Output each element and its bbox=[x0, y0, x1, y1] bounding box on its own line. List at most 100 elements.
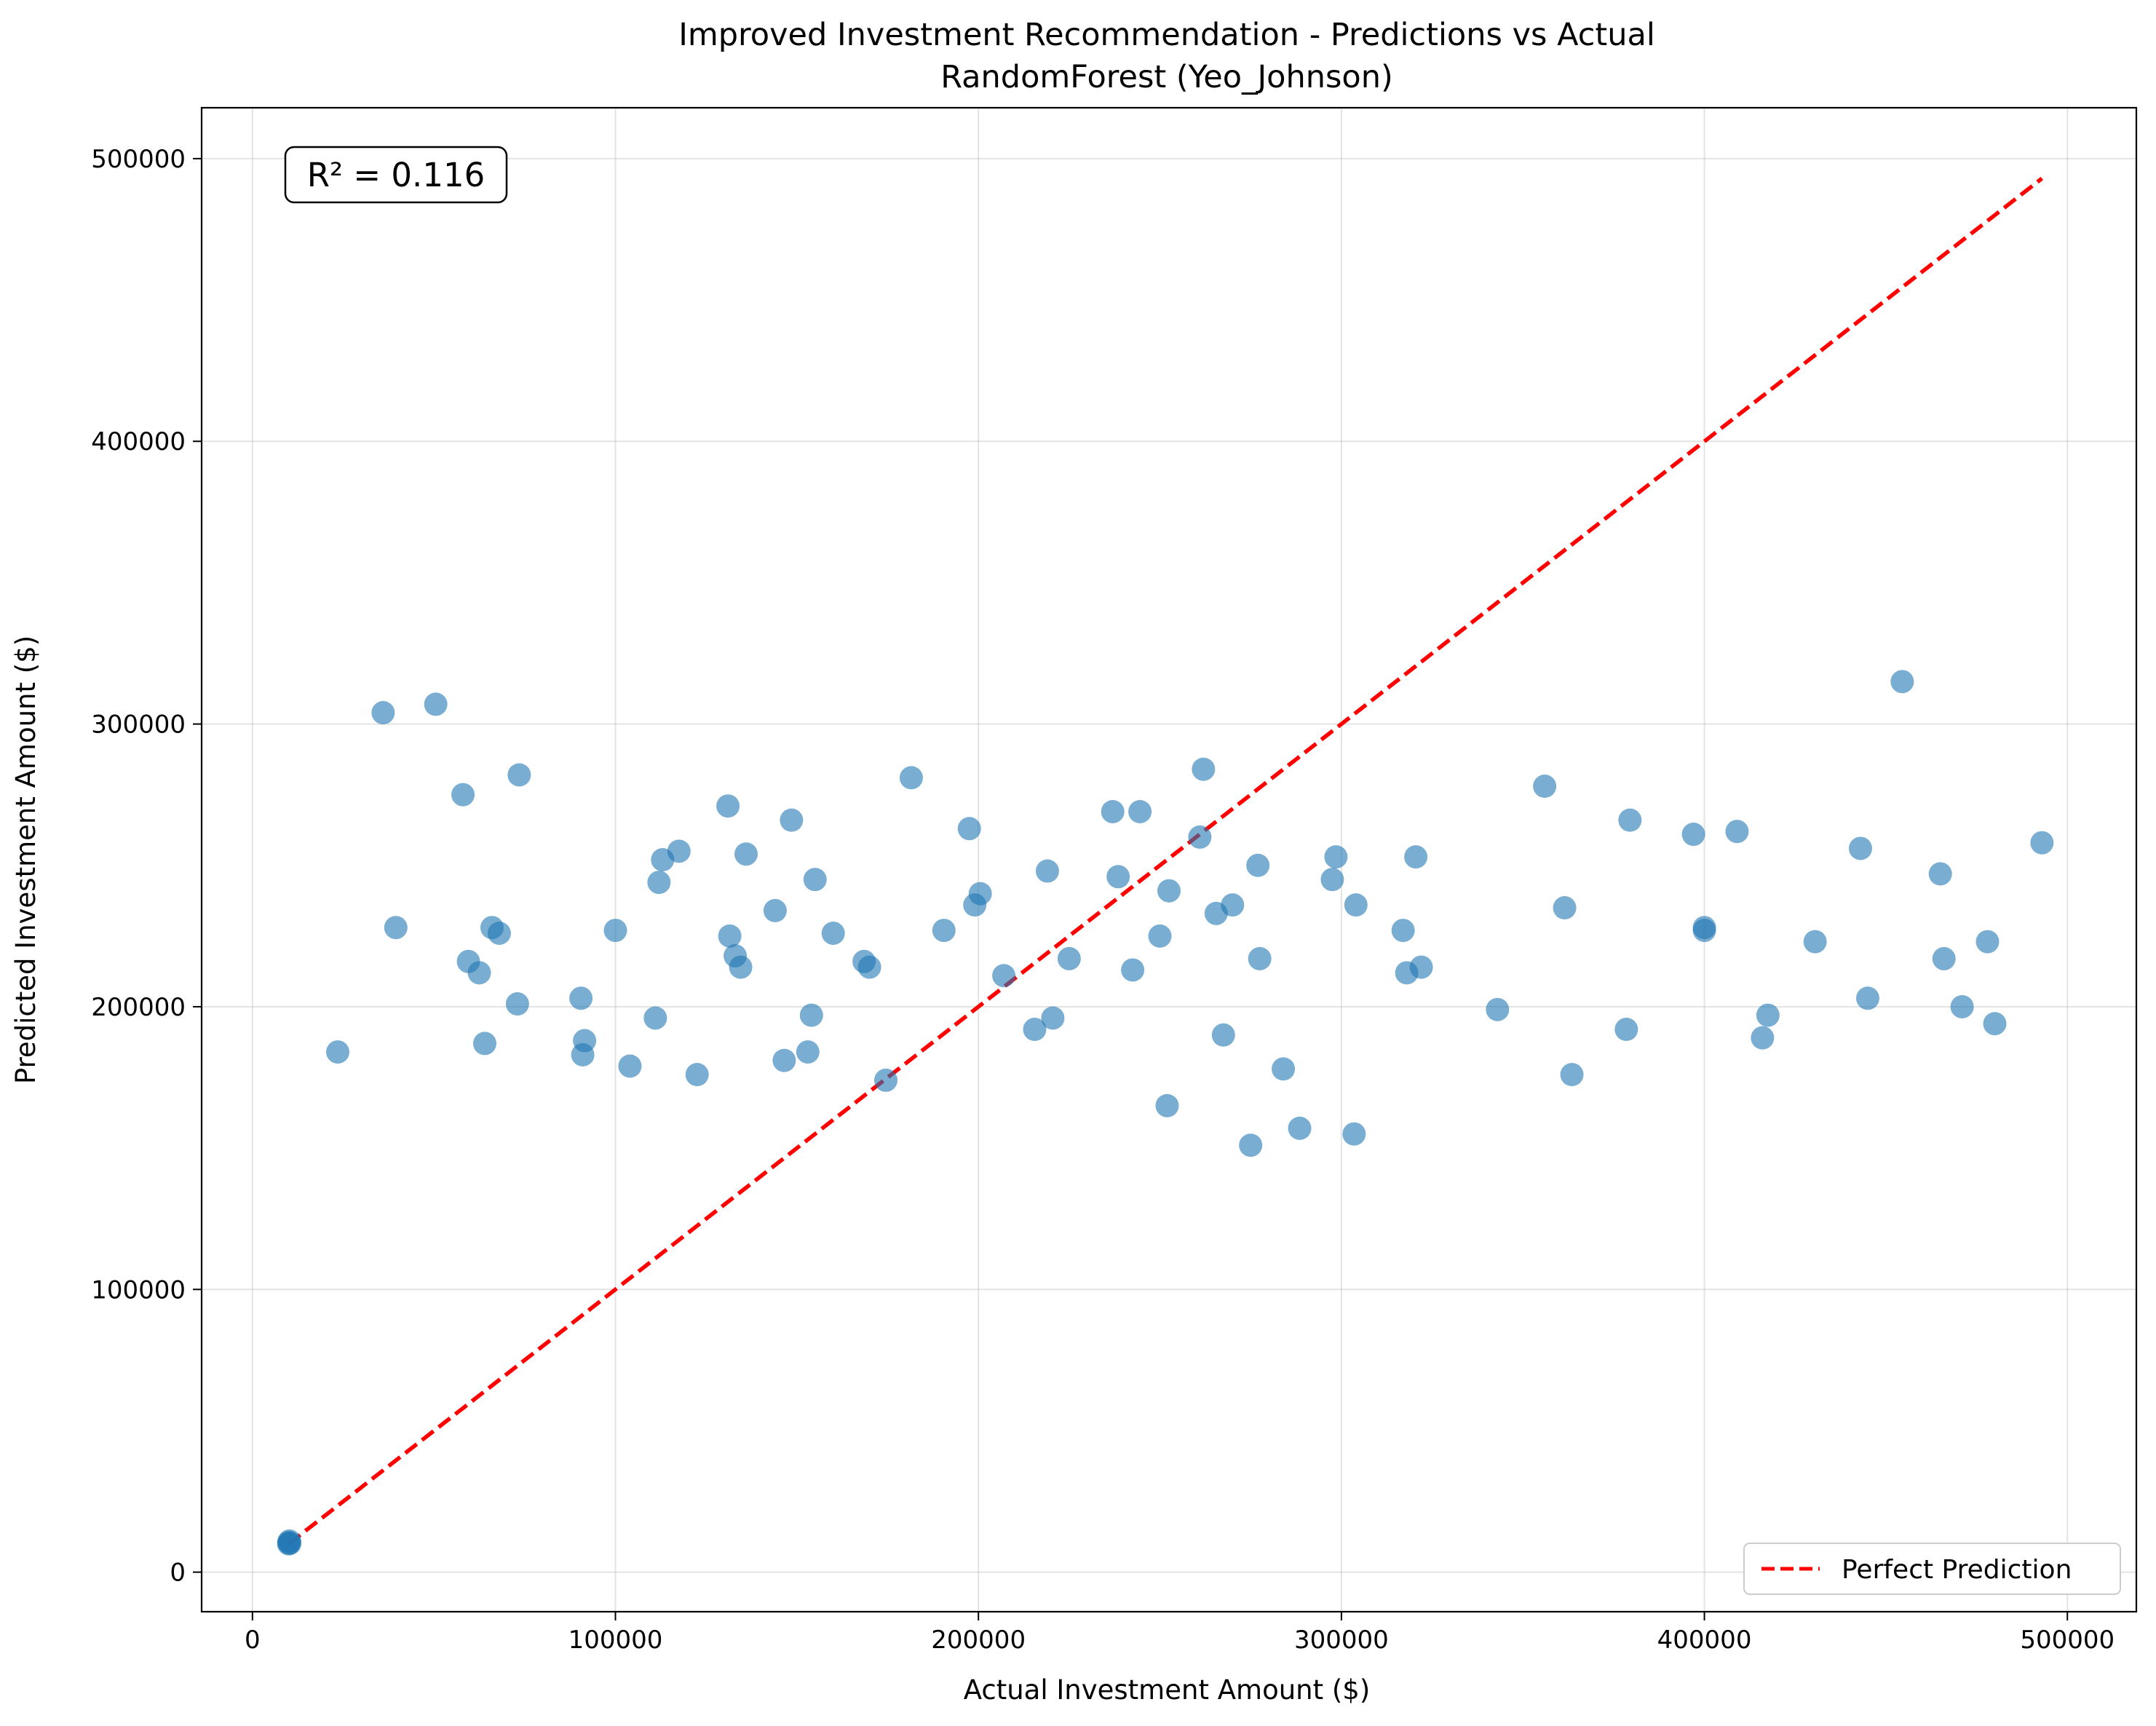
data-point bbox=[1121, 958, 1145, 982]
data-point bbox=[1023, 1018, 1047, 1042]
data-point bbox=[1239, 1133, 1263, 1157]
data-point bbox=[1751, 1026, 1775, 1050]
data-point bbox=[1618, 808, 1642, 832]
data-point bbox=[1057, 946, 1081, 970]
data-point bbox=[1692, 919, 1716, 943]
data-point bbox=[1391, 919, 1415, 943]
data-point bbox=[1409, 955, 1433, 979]
data-point bbox=[643, 1006, 667, 1030]
r2-annotation-text: R² = 0.116 bbox=[307, 156, 485, 194]
data-point bbox=[424, 692, 448, 716]
data-point bbox=[1803, 930, 1827, 954]
data-point bbox=[1344, 893, 1368, 917]
data-point bbox=[1155, 1093, 1179, 1117]
data-point bbox=[326, 1040, 350, 1064]
data-point bbox=[1404, 845, 1428, 869]
data-point bbox=[1324, 845, 1348, 869]
grid-lines bbox=[202, 108, 2136, 1612]
data-point bbox=[1342, 1122, 1366, 1146]
data-point bbox=[1248, 946, 1272, 970]
data-point bbox=[467, 961, 491, 985]
data-point bbox=[821, 921, 845, 945]
data-point bbox=[716, 794, 740, 818]
data-point bbox=[772, 1048, 796, 1072]
data-point bbox=[1560, 1063, 1584, 1087]
x-axis-ticks: 0 100000 200000 300000 400000 500000 bbox=[245, 1612, 2115, 1655]
data-point bbox=[780, 808, 804, 832]
y-tick-label: 100000 bbox=[91, 1275, 186, 1305]
data-point bbox=[487, 921, 511, 945]
data-point bbox=[1725, 820, 1749, 844]
data-point bbox=[573, 1029, 597, 1053]
chart-subtitle: RandomForest (Yeo_Johnson) bbox=[940, 59, 1392, 95]
data-point bbox=[1221, 893, 1245, 917]
data-point bbox=[1950, 994, 1974, 1018]
x-tick-label: 100000 bbox=[568, 1626, 663, 1655]
data-point bbox=[384, 916, 408, 940]
data-point bbox=[992, 964, 1016, 988]
data-point bbox=[1272, 1057, 1296, 1081]
data-point bbox=[874, 1068, 898, 1092]
data-point bbox=[647, 871, 671, 895]
data-point bbox=[1106, 865, 1130, 889]
x-tick-label: 300000 bbox=[1294, 1626, 1389, 1655]
data-point bbox=[799, 1003, 823, 1027]
data-point bbox=[1855, 986, 1879, 1010]
data-point bbox=[1614, 1018, 1638, 1042]
data-point bbox=[1486, 997, 1510, 1021]
x-tick-label: 400000 bbox=[1657, 1626, 1752, 1655]
perfect-prediction-line bbox=[287, 176, 2044, 1545]
data-point bbox=[1320, 868, 1344, 892]
y-tick-label: 200000 bbox=[91, 993, 186, 1022]
y-tick-label: 300000 bbox=[91, 710, 186, 740]
data-point bbox=[1928, 862, 1952, 886]
data-point bbox=[1157, 879, 1181, 903]
data-point bbox=[1681, 823, 1705, 847]
y-tick-label: 400000 bbox=[91, 427, 186, 456]
x-tick-label: 500000 bbox=[2020, 1626, 2115, 1655]
data-point bbox=[1148, 924, 1172, 948]
data-point bbox=[1246, 853, 1270, 877]
data-point bbox=[278, 1532, 302, 1556]
data-point bbox=[667, 839, 691, 863]
r2-annotation-box bbox=[284, 146, 508, 204]
plot-area-frame bbox=[200, 106, 2138, 1613]
data-point bbox=[1211, 1023, 1235, 1047]
data-point bbox=[1128, 799, 1152, 823]
data-point bbox=[1101, 799, 1125, 823]
legend-box bbox=[1743, 1543, 2121, 1595]
data-point bbox=[1533, 775, 1557, 799]
y-tick-label: 0 bbox=[170, 1559, 186, 1588]
r2-annotation: R² = 0.116 bbox=[284, 146, 508, 204]
data-point bbox=[685, 1063, 709, 1087]
data-point bbox=[618, 1054, 642, 1078]
x-axis-label: Actual Investment Amount ($) bbox=[964, 1674, 1371, 1706]
data-points bbox=[277, 670, 2054, 1556]
data-point bbox=[472, 1032, 496, 1056]
y-tick-label: 500000 bbox=[91, 145, 186, 174]
data-point bbox=[857, 955, 881, 979]
data-point bbox=[1192, 757, 1216, 781]
data-point bbox=[1288, 1116, 1312, 1140]
data-point bbox=[1188, 825, 1212, 849]
x-tick-label: 0 bbox=[245, 1626, 261, 1655]
data-point bbox=[718, 924, 742, 948]
data-point bbox=[569, 986, 593, 1010]
data-point bbox=[603, 919, 627, 943]
data-point bbox=[1035, 859, 1059, 883]
data-point bbox=[505, 992, 529, 1016]
legend: Perfect Prediction bbox=[1743, 1543, 2121, 1595]
y-axis-ticks: 0 100000 200000 300000 400000 500000 bbox=[91, 145, 202, 1588]
chart-title: Improved Investment Recommendation - Pre… bbox=[678, 17, 1655, 53]
data-point bbox=[932, 919, 956, 943]
data-point bbox=[371, 701, 395, 725]
legend-perfect-prediction-label: Perfect Prediction bbox=[1842, 1555, 2072, 1585]
data-point bbox=[803, 868, 827, 892]
data-point bbox=[734, 842, 758, 866]
data-point bbox=[2030, 831, 2054, 855]
data-point bbox=[1848, 836, 1872, 860]
perfect-prediction-layer bbox=[287, 176, 2044, 1545]
x-tick-label: 200000 bbox=[931, 1626, 1026, 1655]
data-point bbox=[1041, 1006, 1065, 1030]
